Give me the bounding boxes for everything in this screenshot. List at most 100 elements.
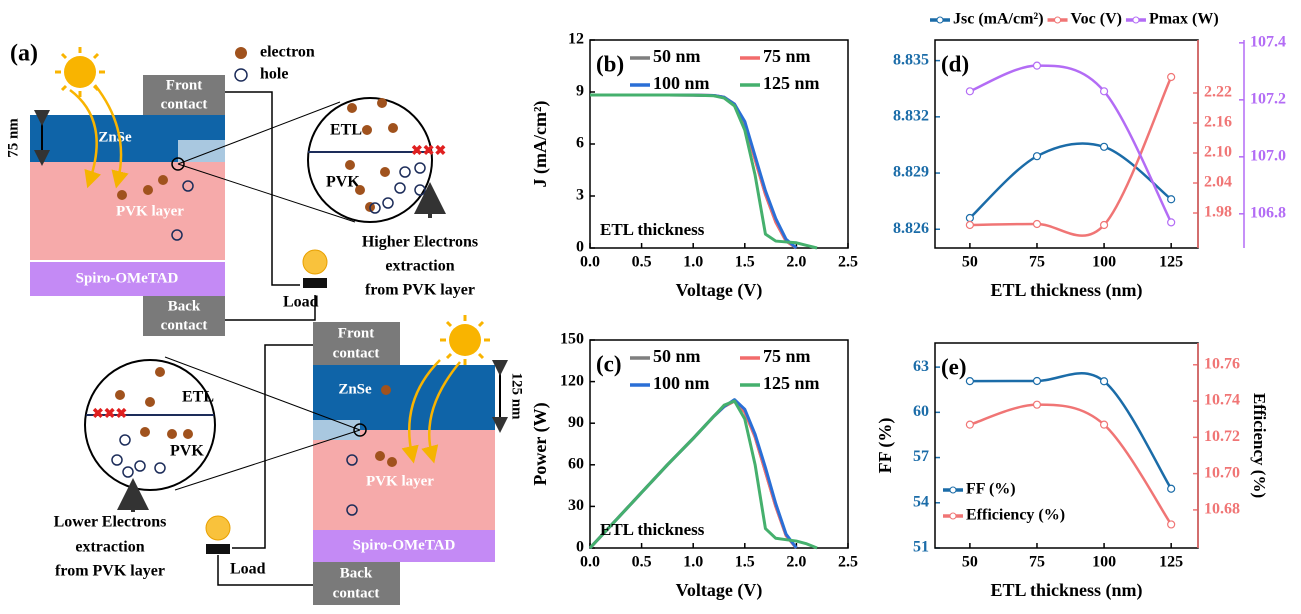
y-tick-label: 107.4 (1250, 34, 1286, 51)
y-tick-label: 1.98 (1204, 204, 1232, 221)
x-tick-label: 50 (962, 554, 978, 571)
back-contact-label: Back (168, 298, 201, 314)
pvk-label: PVK layer (366, 473, 434, 489)
x-tick-label: 2.5 (838, 254, 858, 271)
x-tick-label: 2.0 (786, 254, 806, 271)
x-tick-label: 1.0 (683, 254, 703, 271)
y-tick-label: 120 (560, 372, 584, 389)
data-point (1033, 377, 1040, 384)
y-tick-label: 107.0 (1250, 147, 1286, 164)
y-tick-label: 12 (568, 31, 584, 48)
y-tick-label: 30 (568, 497, 584, 514)
y-tick-label: 51 (913, 539, 929, 556)
caption: extraction (385, 258, 454, 275)
legend-label: 75 nm (763, 346, 811, 366)
panel-label: (e) (941, 354, 967, 379)
y-tick-label: 150 (560, 331, 584, 348)
x-tick-label: 1.5 (735, 554, 755, 571)
data-point (1168, 521, 1175, 528)
data-point (966, 378, 973, 385)
svg-text:✖✖✖: ✖✖✖ (92, 407, 127, 422)
data-point (1101, 421, 1108, 428)
caption: extraction (75, 539, 144, 556)
legend-marker (937, 17, 943, 23)
front-contact-label: contact (161, 96, 208, 112)
zoom-pvk: PVK (170, 443, 204, 460)
legend-label: 125 nm (763, 73, 820, 93)
data-point (1101, 378, 1108, 385)
legend-label: 100 nm (653, 73, 710, 93)
back-contact-label: Back (340, 565, 373, 581)
legend-label: 125 nm (763, 373, 820, 393)
y-tick-label: 10.76 (1204, 355, 1240, 372)
y-tick-label: 57 (913, 448, 929, 465)
caption: Lower Electrons (54, 514, 167, 531)
data-point (1033, 401, 1040, 408)
legend-marker (950, 513, 956, 519)
y-tick-label: 107.2 (1250, 91, 1286, 108)
front-contact-label: Front (338, 325, 374, 341)
legend-marker (1055, 17, 1061, 23)
plot-frame (590, 40, 848, 248)
y-axis-label: FF (%) (875, 418, 896, 474)
panel-label: (a) (10, 41, 38, 67)
zoom-circle (85, 360, 215, 490)
data-point (1101, 88, 1108, 95)
thickness-label: 75 nm (5, 118, 21, 158)
thickness-label: 125 nm (509, 372, 525, 420)
legend-hole: hole (260, 66, 288, 83)
legend-label: 100 nm (653, 373, 710, 393)
y-tick-label: 63 (913, 358, 929, 375)
y-tick-label: 10.70 (1204, 464, 1240, 481)
x-axis-label: Voltage (V) (676, 580, 763, 601)
legend-label: Pmax (W) (1149, 11, 1219, 28)
zoom-etl: ETL (182, 389, 214, 406)
legend-label: 50 nm (653, 346, 701, 366)
y-tick-label: 60 (913, 403, 929, 420)
y-tick-label: 10.74 (1204, 392, 1240, 409)
y-axis-label: J (mA/cm²) (530, 101, 551, 188)
etl-label: ZnSe (338, 381, 372, 397)
svg-text:✖✖✖: ✖✖✖ (411, 144, 446, 159)
load-label: Load (283, 294, 319, 311)
data-point (1033, 153, 1040, 160)
y-tick-label: 54 (913, 493, 929, 510)
x-tick-label: 2.5 (838, 554, 858, 571)
y-tick-label: 106.8 (1250, 204, 1286, 221)
x-tick-label: 75 (1029, 554, 1045, 571)
legend-label: 50 nm (653, 46, 701, 66)
plot-frame (590, 340, 848, 548)
data-point (966, 222, 973, 229)
data-point (966, 421, 973, 428)
x-tick-label: 1.0 (683, 554, 703, 571)
y-tick-label: 2.22 (1204, 84, 1232, 101)
annotation: ETL thickness (600, 220, 705, 239)
load-label: Load (230, 561, 266, 578)
x-tick-label: 75 (1029, 254, 1045, 271)
y-tick-label: 10.72 (1204, 428, 1240, 445)
x-tick-label: 0.0 (580, 554, 600, 571)
legend-label: Jsc (mA/cm²) (953, 11, 1044, 28)
chart: 8.8268.8298.8328.8351.982.042.102.162.22… (893, 11, 1286, 301)
caption: from PVK layer (365, 282, 475, 299)
panel-label: (d) (941, 51, 969, 76)
pvk-label: PVK layer (116, 203, 184, 219)
data-point (1101, 222, 1108, 229)
x-tick-label: 125 (1159, 254, 1183, 271)
data-point (1168, 485, 1175, 492)
legend-electron: electron (260, 44, 315, 61)
x-axis-label: ETL thickness (nm) (990, 580, 1142, 601)
y-tick-label: 8.829 (893, 164, 929, 181)
y-tick-label: 2.16 (1204, 114, 1232, 131)
y-tick-label: 8.835 (893, 51, 929, 68)
y-tick-label: 8.826 (893, 220, 929, 237)
hole-icon (235, 69, 247, 81)
data-point (1033, 221, 1040, 228)
y-tick-label: 60 (568, 455, 584, 472)
panel-label: (b) (596, 51, 624, 76)
sun (440, 315, 490, 365)
x-tick-label: 1.5 (735, 254, 755, 271)
etl-label: ZnSe (98, 129, 132, 145)
